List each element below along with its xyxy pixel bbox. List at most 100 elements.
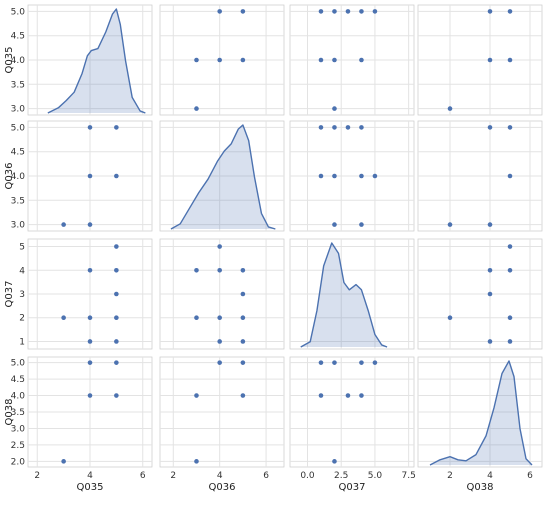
scatter-point — [359, 393, 364, 398]
scatter-point — [87, 360, 93, 365]
panel-Q037-Q035 — [27, 238, 153, 350]
y-tick-label: 3.5 — [11, 408, 25, 418]
panel-Q035-Q035 — [27, 4, 153, 116]
y-axis-label: Q035 — [4, 47, 15, 74]
y-axis-label: Q038 — [4, 399, 15, 426]
panel-Q036-Q038 — [417, 120, 543, 232]
y-tick-label: 3.0 — [11, 105, 26, 115]
scatter-point — [114, 244, 119, 249]
kde-fill — [300, 243, 388, 347]
y-tick-label: 4.0 — [11, 56, 26, 66]
y-tick-label: 5 — [19, 243, 25, 253]
scatter-point — [240, 360, 246, 365]
kde-curve — [300, 242, 388, 348]
scatter-point — [318, 57, 324, 63]
panel-Q037-Q036 — [159, 238, 285, 350]
kde-curve — [47, 8, 146, 114]
scatter-point — [345, 393, 351, 398]
scatter-point — [332, 125, 337, 130]
x-tick-label: 2 — [170, 471, 176, 481]
y-tick-label: 3.5 — [11, 196, 25, 206]
scatter-point — [487, 222, 493, 227]
scatter-point — [217, 244, 222, 249]
scatter-point — [359, 57, 364, 63]
scatter-point — [87, 173, 93, 179]
panel-Q035-Q036 — [159, 4, 285, 116]
panel-Q035-Q038 — [417, 4, 543, 116]
scatter-point — [217, 339, 222, 344]
panel-Q037-Q037 — [289, 238, 415, 350]
scatter-point — [114, 393, 119, 398]
panel-Q038-Q035 — [27, 356, 153, 468]
y-tick-label: 2.5 — [11, 441, 25, 451]
scatter-point — [194, 393, 199, 398]
scatter-point — [359, 9, 364, 14]
y-tick-label: 5.0 — [11, 359, 26, 369]
scatter-point — [87, 339, 93, 344]
scatter-point — [332, 173, 337, 179]
scatter-point — [240, 339, 246, 344]
scatter-point — [217, 267, 222, 273]
scatter-point — [447, 106, 453, 111]
y-tick-label: 3.5 — [11, 80, 25, 90]
scatter-point — [318, 393, 324, 398]
scatter-point — [345, 9, 351, 14]
scatter-point — [61, 459, 66, 464]
panel-Q038-Q037 — [289, 356, 415, 468]
x-axis-label: Q036 — [209, 482, 236, 493]
y-tick-label: 4.0 — [11, 392, 26, 402]
scatter-point — [332, 360, 337, 365]
scatter-point — [372, 9, 378, 14]
x-tick-label: 2 — [34, 471, 40, 481]
scatter-point — [318, 125, 324, 130]
scatter-point — [114, 315, 119, 321]
kde-curve — [170, 124, 276, 230]
scatter-point — [217, 57, 222, 63]
scatter-point — [507, 173, 513, 179]
scatter-point — [332, 459, 337, 464]
panel-Q038-Q038 — [417, 356, 543, 468]
scatter-point — [507, 57, 513, 63]
scatter-point — [114, 125, 119, 130]
x-tick-label: 2 — [447, 471, 453, 481]
panel-Q038-Q036 — [159, 356, 285, 468]
scatter-point — [372, 173, 378, 179]
y-tick-label: 2.0 — [11, 457, 26, 467]
x-axis-label: Q037 — [339, 482, 366, 493]
scatter-point — [114, 291, 119, 297]
scatter-point — [240, 57, 246, 63]
x-tick-label: 7.5 — [401, 471, 415, 481]
scatter-point — [332, 9, 337, 14]
scatter-point — [114, 360, 119, 365]
scatter-point — [332, 106, 337, 111]
scatter-point — [87, 125, 93, 130]
scatter-point — [507, 125, 513, 130]
scatter-point — [345, 125, 351, 130]
y-tick-label: 4.5 — [11, 148, 25, 158]
scatter-point — [318, 9, 324, 14]
scatter-point — [61, 222, 66, 227]
x-tick-label: 2.5 — [334, 471, 348, 481]
x-tick-label: 6 — [527, 471, 533, 481]
scatter-point — [240, 267, 246, 273]
y-tick-label: 4 — [19, 266, 25, 276]
scatter-point — [359, 173, 364, 179]
scatter-point — [507, 267, 513, 273]
y-tick-label: 4.5 — [11, 375, 25, 385]
kde-curve — [429, 360, 533, 466]
scatter-point — [240, 393, 246, 398]
panel-Q035-Q037 — [289, 4, 415, 116]
scatter-point — [359, 360, 364, 365]
scatter-point — [114, 173, 119, 179]
scatter-point — [240, 315, 246, 321]
x-tick-label: 6 — [140, 471, 146, 481]
scatter-point — [447, 222, 453, 227]
scatter-point — [217, 315, 222, 321]
y-axis-label: Q037 — [4, 281, 15, 308]
y-tick-label: 3 — [19, 290, 25, 300]
kde-fill — [170, 125, 276, 229]
x-tick-label: 4 — [487, 471, 493, 481]
scatter-point — [487, 267, 493, 273]
scatter-point — [359, 125, 364, 130]
